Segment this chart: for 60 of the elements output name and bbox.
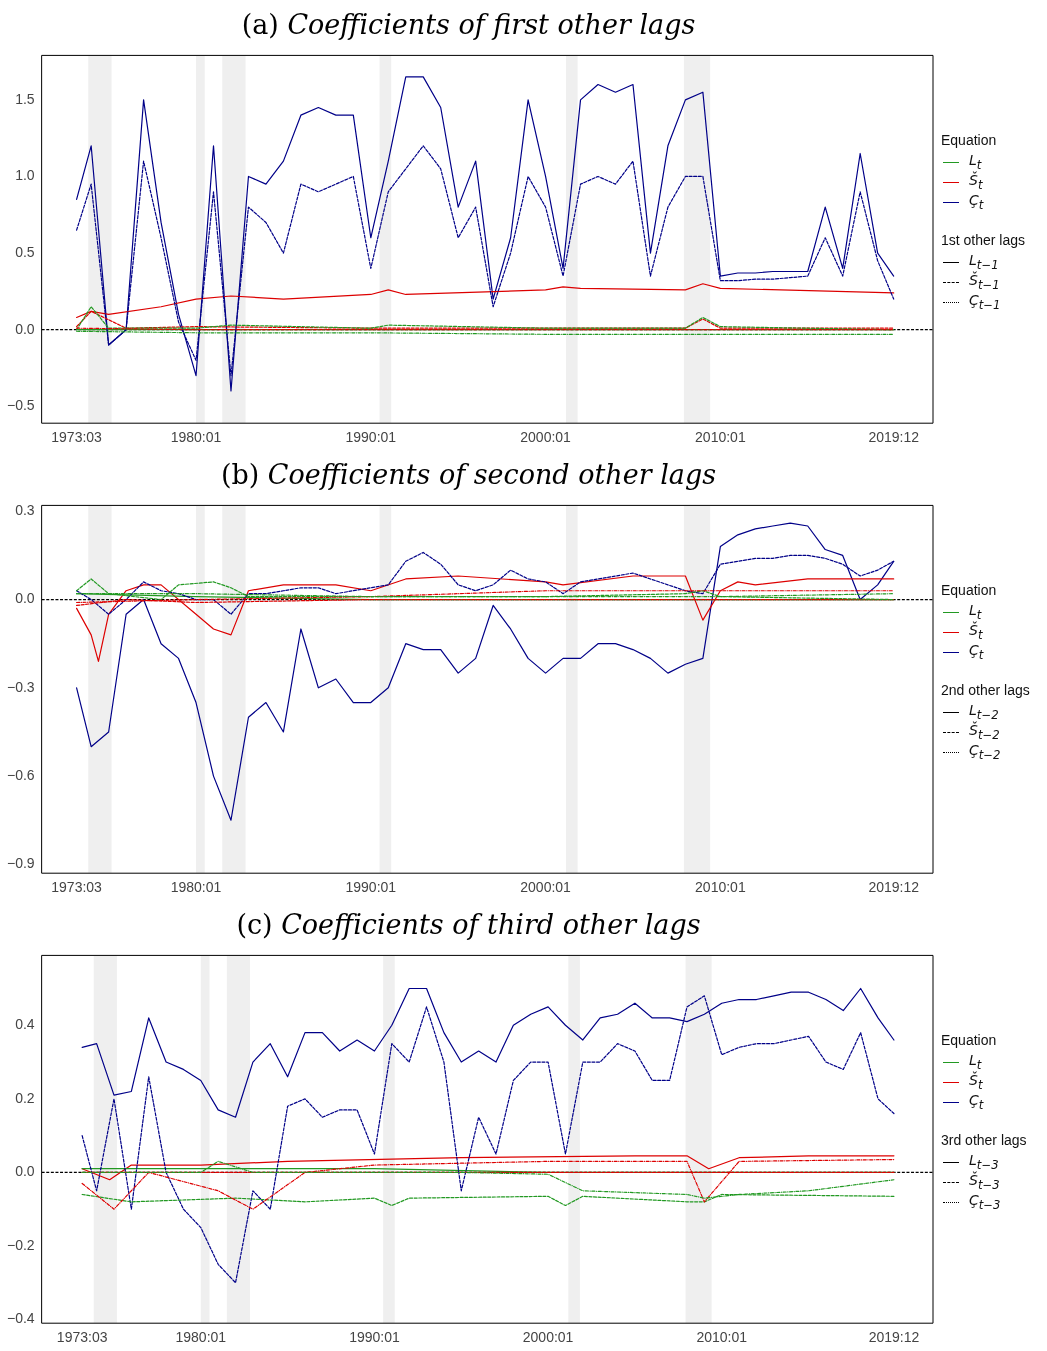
x-tick-label: 1980:01 <box>170 429 222 446</box>
y-tick-label: −0.5 <box>7 397 35 414</box>
chart-title: (b) Coefficients of second other lags <box>219 458 718 492</box>
legend-label: Š$_{t}$ <box>969 622 983 642</box>
y-tick-label: 0.0 <box>15 320 35 337</box>
y-tick-label: 0.2 <box>15 1089 35 1106</box>
legend-title: Equation <box>941 1032 998 1048</box>
legend-label: Ç$_{t}$ <box>969 642 984 662</box>
x-tick-label: 2010:01 <box>695 429 746 446</box>
y-tick-label: −0.4 <box>7 1310 35 1327</box>
text: 3rd other lags <box>941 1132 1027 1148</box>
y-tick-label: 0.0 <box>15 1163 35 1180</box>
y-tick-label: −0.2 <box>7 1236 35 1253</box>
y-tick-label: 1.0 <box>15 167 35 184</box>
x-tick-label: 1990:01 <box>349 1329 400 1346</box>
x-tick-label: 1980:01 <box>175 1329 227 1346</box>
x-tick-label: 2019:12 <box>868 429 920 446</box>
y-tick-label: 1.5 <box>15 90 35 107</box>
x-tick-label: 1973:03 <box>56 1329 108 1346</box>
x-tick-label: 2000:01 <box>520 879 572 896</box>
y-tick-label: −0.3 <box>7 678 35 695</box>
legend-label: Ç$_{t}$ <box>969 1092 984 1112</box>
text: Š$_{t−2}$ <box>969 722 1000 742</box>
legend-label: L$_{t}$ <box>969 602 982 622</box>
x-tick-label: 2019:12 <box>868 879 920 896</box>
x-tick-label: 2000:01 <box>522 1329 574 1346</box>
x-tick-label: 2019:12 <box>868 1329 920 1346</box>
text: Ç$_{t−3}$ <box>969 1192 1001 1212</box>
chart-title: (a) Coefficients of first other lags <box>240 8 697 42</box>
legend-title: Equation <box>941 582 998 598</box>
chart-title: (c) Coefficients of third other lags <box>235 908 702 942</box>
text: Š$_{t−3}$ <box>969 1172 1000 1192</box>
text: Ç$_{t−2}$ <box>969 742 1001 762</box>
legend-label: Š$_{t}$ <box>969 1072 983 1092</box>
y-tick-label: 0.4 <box>15 1016 35 1033</box>
legend-label: L$_{t}$ <box>969 152 982 172</box>
text: Ç$_{t−1}$ <box>969 292 1001 312</box>
x-tick-label: 1973:03 <box>51 429 103 446</box>
y-tick-label: −0.9 <box>7 855 35 872</box>
y-tick-label: 0.3 <box>15 502 35 519</box>
text: L$_{t−1}$ <box>969 252 999 272</box>
legend-label: L$_{t}$ <box>969 1052 982 1072</box>
legend-title: Equation <box>941 132 998 148</box>
y-tick-label: −0.6 <box>7 766 35 783</box>
x-tick-label: 1990:01 <box>345 429 397 446</box>
text: 2nd other lags <box>941 682 1030 698</box>
text: L$_{t−3}$ <box>969 1152 999 1172</box>
x-tick-label: 1973:03 <box>51 879 103 896</box>
x-tick-label: 1990:01 <box>345 879 397 896</box>
text: L$_{t−2}$ <box>969 702 999 722</box>
text: 1st other lags <box>941 232 1026 248</box>
text: Š$_{t−1}$ <box>969 272 1000 292</box>
x-tick-label: 2000:01 <box>520 429 572 446</box>
y-tick-label: 0.0 <box>15 590 35 607</box>
x-tick-label: 2010:01 <box>695 879 746 896</box>
legend-label: Š$_{t}$ <box>969 172 983 192</box>
x-tick-label: 1980:01 <box>170 879 222 896</box>
x-tick-label: 2010:01 <box>696 1329 748 1346</box>
y-tick-label: 0.5 <box>15 243 35 260</box>
legend-label: Ç$_{t}$ <box>969 192 984 212</box>
